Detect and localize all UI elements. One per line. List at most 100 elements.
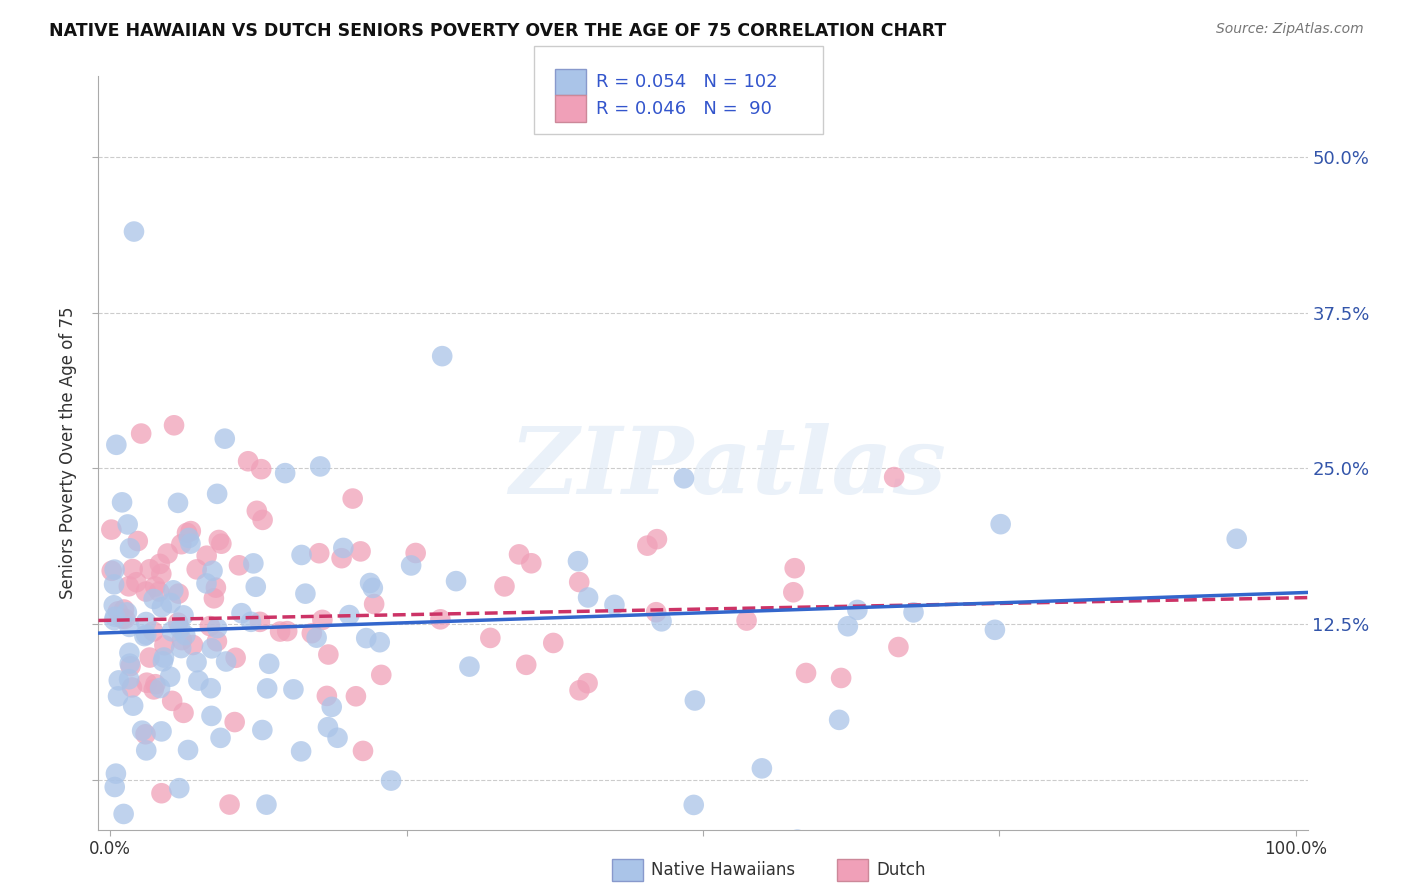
Point (179, 536, 201, 550)
Point (115, 606, 138, 620)
Point (156, 547, 179, 561)
Y-axis label: Seniors Poverty Over the Age of 75: Seniors Poverty Over the Age of 75 (59, 307, 77, 599)
Point (257, 657, 280, 671)
Point (214, 432, 236, 446)
Point (311, 613, 333, 627)
Point (118, 657, 141, 671)
Point (104, 563, 127, 577)
Point (104, 766, 127, 780)
Point (121, 681, 143, 695)
Point (846, 603, 869, 617)
Point (576, 591, 599, 605)
Point (984, 623, 1007, 637)
Point (256, 681, 278, 696)
Point (177, 531, 200, 545)
Point (429, 612, 451, 626)
Point (159, 596, 181, 610)
Point (135, 628, 157, 642)
Text: Native Hawaiians: Native Hawaiians (651, 861, 796, 880)
Point (125, 575, 148, 590)
Point (135, 727, 157, 741)
Point (170, 537, 193, 551)
Text: R = 0.046   N =  90: R = 0.046 N = 90 (596, 100, 772, 118)
Text: R = 0.054   N = 102: R = 0.054 N = 102 (596, 73, 778, 91)
Point (205, 581, 228, 595)
Point (160, 624, 183, 639)
Point (162, 583, 184, 598)
Point (479, 631, 502, 645)
Point (100, 523, 122, 537)
Point (195, 576, 218, 591)
Point (215, 655, 238, 669)
Point (135, 615, 157, 629)
Point (252, 513, 274, 527)
Point (209, 537, 232, 551)
Text: Dutch: Dutch (876, 861, 925, 880)
Point (316, 720, 339, 734)
Point (782, 585, 804, 599)
Point (103, 599, 125, 613)
Point (169, 781, 191, 796)
Point (153, 650, 176, 665)
Point (576, 676, 599, 690)
Point (122, 225, 145, 239)
Point (370, 668, 392, 682)
Point (118, 646, 141, 660)
Point (794, 665, 817, 680)
Point (104, 609, 127, 624)
Point (159, 670, 181, 684)
Point (645, 532, 668, 546)
Point (256, 797, 278, 812)
Point (100, 564, 122, 578)
Point (290, 548, 312, 562)
Point (135, 675, 157, 690)
Point (112, 602, 135, 616)
Point (318, 648, 340, 662)
Point (145, 677, 167, 691)
Point (143, 579, 166, 593)
Point (337, 608, 360, 623)
Point (218, 797, 240, 812)
Point (225, 650, 247, 665)
Point (830, 671, 852, 685)
Point (118, 620, 141, 634)
Point (321, 699, 343, 714)
Point (308, 546, 330, 560)
Point (135, 743, 157, 757)
Point (173, 608, 195, 623)
Point (751, 761, 773, 775)
Point (330, 551, 353, 566)
Point (181, 638, 204, 652)
Point (252, 723, 274, 737)
Point (148, 584, 170, 599)
Point (121, 562, 143, 576)
Point (567, 554, 589, 568)
Point (120, 659, 142, 673)
Point (177, 743, 200, 757)
Point (205, 487, 228, 501)
Point (228, 558, 250, 573)
Point (246, 504, 269, 518)
Point (405, 546, 427, 560)
Point (515, 657, 537, 672)
Point (645, 605, 668, 619)
Point (432, 349, 454, 363)
Point (883, 470, 905, 484)
Point (107, 690, 129, 704)
Point (399, 558, 422, 573)
Point (672, 471, 695, 485)
Point (682, 797, 704, 812)
Point (150, 600, 173, 615)
Point (458, 659, 481, 673)
Point (249, 615, 271, 629)
Point (131, 723, 153, 738)
Point (603, 598, 626, 612)
Point (783, 561, 806, 575)
Point (326, 731, 349, 745)
Point (269, 624, 291, 639)
Point (104, 780, 127, 794)
Point (118, 672, 141, 686)
Point (568, 683, 591, 698)
Point (342, 491, 364, 506)
Point (837, 619, 859, 633)
